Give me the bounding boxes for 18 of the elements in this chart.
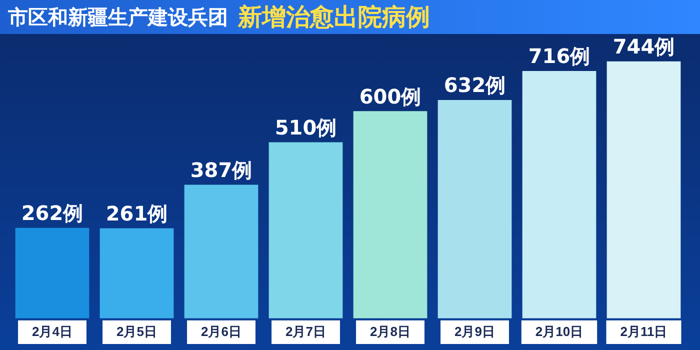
x-tick-label: 2月8日 — [370, 324, 410, 339]
x-tick-label: 2月7日 — [286, 324, 326, 339]
data-label: 387例 — [190, 158, 252, 182]
chart-title: 市区和新疆生产建设兵团 — [8, 4, 228, 30]
x-tick-label: 2月4日 — [32, 324, 72, 339]
x-tick-label: 2月11日 — [620, 324, 668, 339]
data-label: 744例 — [612, 34, 675, 59]
chart-subtitle: 新增治愈出院病例 — [238, 2, 430, 33]
data-label: 600例 — [359, 84, 422, 108]
data-label: 261例 — [106, 201, 168, 226]
x-tick-label: 2月6日 — [201, 324, 242, 339]
data-label: 262例 — [21, 201, 84, 226]
x-tick-label: 2月10日 — [535, 324, 584, 339]
x-tick-label: 2月5日 — [116, 324, 157, 339]
data-label: 716例 — [528, 44, 590, 68]
data-label: 632例 — [444, 73, 506, 98]
data-label: 510例 — [274, 115, 337, 140]
x-tick-label: 2月9日 — [454, 324, 495, 339]
